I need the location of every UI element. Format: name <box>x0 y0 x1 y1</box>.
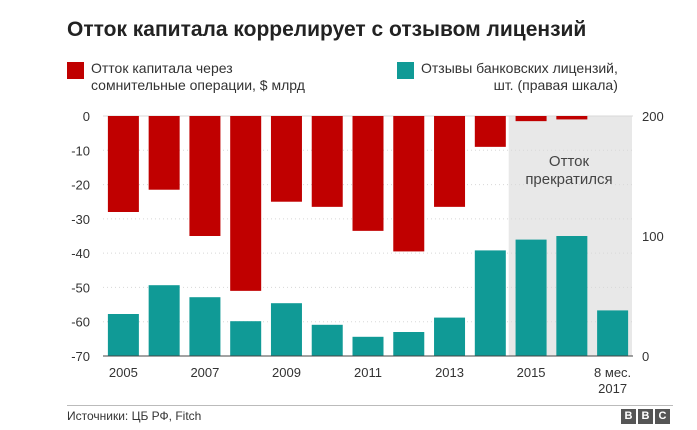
outflow-bar <box>107 116 139 212</box>
left-axis-tick-label: -20 <box>71 178 90 193</box>
legend-swatch-licenses <box>397 62 414 79</box>
bbc-logo-letter: B <box>621 409 636 424</box>
left-axis-tick-label: -40 <box>71 246 90 261</box>
license-bar <box>393 332 425 356</box>
legend-label-licenses-line2: шт. (правая шкала) <box>493 77 618 93</box>
outflow-bar <box>311 116 343 207</box>
bar-chart: 0 -10 -20 -30 -40 -50 -60 -70 200 100 0 2005 2007 200… <box>71 109 664 396</box>
outflow-bar <box>270 116 302 202</box>
left-axis-tick-label: -70 <box>71 349 90 364</box>
bbc-logo-letter: B <box>638 409 653 424</box>
left-axis-tick-label: 0 <box>83 109 90 124</box>
annotation-line1: Отток <box>549 153 590 170</box>
left-axis-tick-label: -10 <box>71 143 90 158</box>
outflow-bar <box>230 116 262 291</box>
x-axis-tick-label: 2005 <box>109 365 138 380</box>
license-bar <box>597 310 629 356</box>
outflow-bar <box>148 116 180 190</box>
license-bar <box>270 303 302 356</box>
outflow-bar <box>474 116 506 147</box>
x-axis-tick-label: 2009 <box>272 365 301 380</box>
outflow-bar <box>352 116 384 231</box>
license-bar <box>474 250 506 356</box>
right-axis-tick-label: 100 <box>642 229 664 244</box>
legend-label-licenses-line1: Отзывы банковских лицензий, <box>421 60 618 76</box>
legend-label-outflow-line2: сомнительные операции, $ млрд <box>91 77 305 93</box>
license-bar <box>434 317 466 356</box>
x-axis-tick-label: 2007 <box>190 365 219 380</box>
left-axis-tick-label: -60 <box>71 315 90 330</box>
chart-title: Отток капитала коррелирует с отзывом лиц… <box>67 18 587 41</box>
license-bar <box>311 324 343 356</box>
right-axis-tick-label: 0 <box>642 349 649 364</box>
left-axis-tick-label: -30 <box>71 212 90 227</box>
outflow-bar <box>434 116 466 207</box>
outflow-bar <box>189 116 221 236</box>
outflow-bar <box>393 116 425 252</box>
legend-swatch-outflow <box>67 62 84 79</box>
x-axis-tick-label: 2017 <box>598 381 627 396</box>
x-axis-tick-label: 2015 <box>517 365 546 380</box>
legend-label-outflow-line1: Отток капитала через <box>91 60 233 76</box>
license-bar <box>230 321 262 356</box>
license-bar <box>352 336 384 356</box>
x-axis-tick-label: 2011 <box>354 365 382 380</box>
outflow-bar <box>556 116 588 120</box>
x-axis-tick-label: 2013 <box>435 365 464 380</box>
right-axis-tick-label: 200 <box>642 109 664 124</box>
annotation-line2: прекратился <box>525 171 612 188</box>
bbc-logo-letter: C <box>655 409 670 424</box>
license-bar <box>556 236 588 356</box>
license-bar <box>107 314 139 356</box>
outflow-bar <box>515 116 547 122</box>
license-bar <box>515 239 547 356</box>
footer-divider <box>67 405 673 406</box>
source-note: Источники: ЦБ РФ, Fitch <box>67 409 202 423</box>
license-bar <box>189 297 221 356</box>
x-axis-tick-label: 8 мес. <box>594 365 631 380</box>
bbc-logo: B B C <box>621 409 670 424</box>
left-axis-tick-label: -50 <box>71 280 90 295</box>
license-bar <box>148 285 180 356</box>
